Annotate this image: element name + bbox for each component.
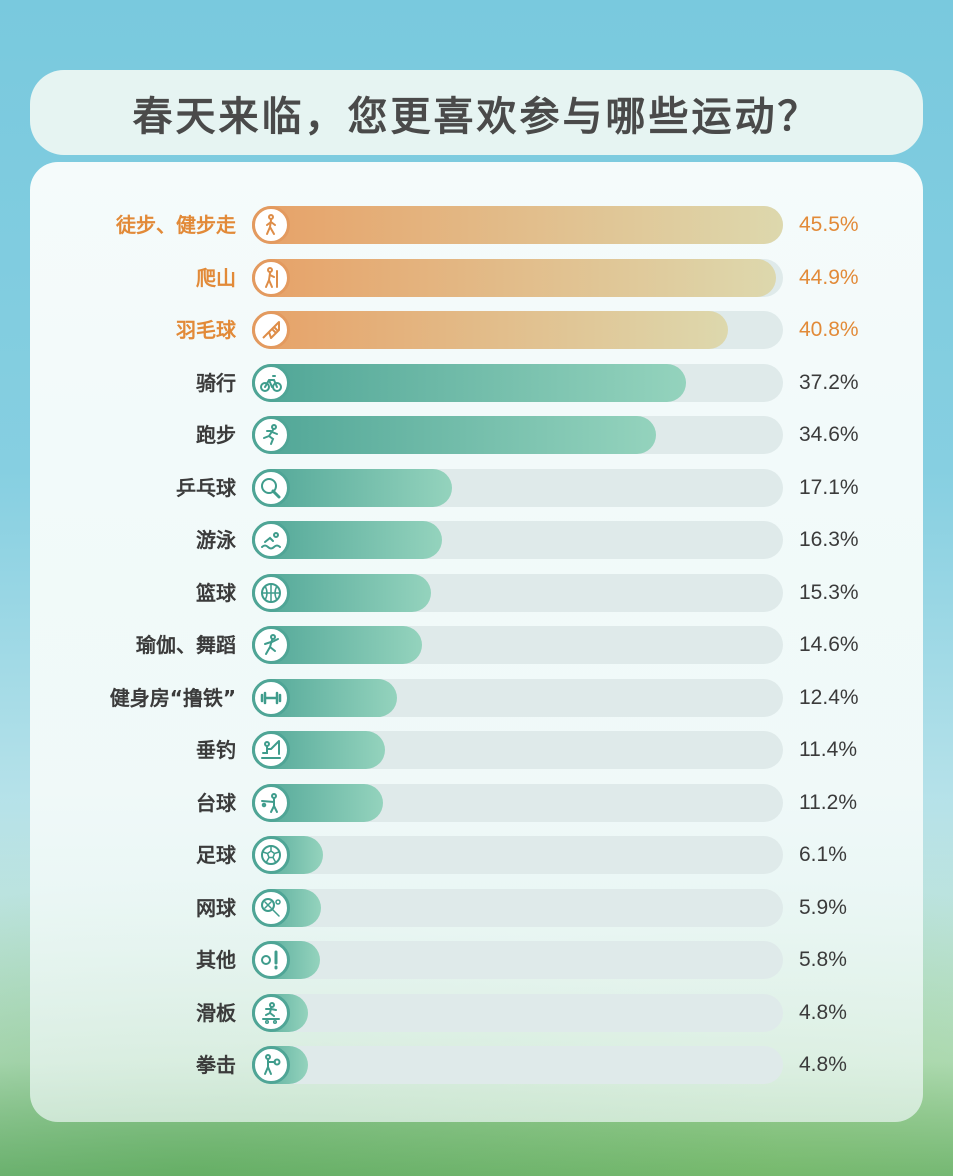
bar-category-label: 骑行 bbox=[196, 370, 236, 395]
bar-category-label: 篮球 bbox=[196, 580, 236, 605]
bar-track bbox=[252, 468, 783, 507]
bar-value-label: 40.8% bbox=[799, 318, 859, 341]
bar-track bbox=[252, 1046, 783, 1084]
bar-track bbox=[252, 888, 783, 927]
bar-track bbox=[252, 311, 783, 349]
bar-track bbox=[252, 206, 783, 244]
bar-value-label: 5.8% bbox=[799, 948, 847, 971]
bar-value-label: 16.3% bbox=[799, 528, 859, 551]
bar-track bbox=[252, 258, 783, 297]
bar-row: 网球 5.9% bbox=[0, 888, 953, 928]
bar-row: 滑板 4.8% bbox=[0, 993, 953, 1033]
bar-track bbox=[252, 626, 783, 664]
bar-row: 拳击 4.8% bbox=[0, 1045, 953, 1085]
bar-category-label: 乒乓球 bbox=[176, 475, 236, 500]
bar-row: 乒乓球 17.1% bbox=[0, 468, 953, 508]
chart-title: 春天来临，您更喜欢参与哪些运动？ bbox=[132, 93, 821, 140]
bar-row: 篮球 15.3% bbox=[0, 573, 953, 613]
bar-value-label: 17.1% bbox=[799, 475, 859, 499]
hiking-icon bbox=[252, 258, 290, 297]
fishing-icon bbox=[252, 731, 290, 769]
bar-category-label: 健身房“撸铁” bbox=[109, 685, 236, 710]
bar-row: 健身房“撸铁” 12.4% bbox=[0, 678, 953, 718]
dumbbell-icon bbox=[252, 678, 290, 717]
bar-value-label: 4.8% bbox=[799, 1000, 847, 1024]
title-banner: 春天来临，您更喜欢参与哪些运动？ bbox=[30, 70, 923, 155]
bar-category-label: 游泳 bbox=[196, 528, 236, 552]
bar-category-label: 滑板 bbox=[196, 1000, 236, 1025]
bar-row: 其他 5.8% bbox=[0, 940, 953, 980]
bar-row: 骑行 37.2% bbox=[0, 363, 953, 403]
bar-row: 游泳 16.3% bbox=[0, 520, 953, 560]
dance-icon bbox=[252, 626, 290, 664]
bar-row: 徒步、健步走 45.5% bbox=[0, 205, 953, 245]
bar bbox=[252, 363, 687, 402]
bar-row: 台球 11.2% bbox=[0, 783, 953, 823]
bar bbox=[252, 416, 656, 454]
bar-track bbox=[252, 416, 783, 454]
bar-value-label: 5.9% bbox=[799, 895, 847, 919]
bar-value-label: 12.4% bbox=[799, 685, 859, 709]
bar-track bbox=[252, 941, 783, 979]
bar-row: 爬山 44.9% bbox=[0, 258, 953, 298]
bar-track bbox=[252, 731, 783, 769]
basketball-icon bbox=[252, 573, 290, 612]
boxing-icon bbox=[252, 1046, 290, 1084]
walking-icon bbox=[252, 206, 290, 244]
bar-category-label: 拳击 bbox=[196, 1053, 236, 1077]
cycling-icon bbox=[252, 363, 290, 402]
bar bbox=[252, 206, 783, 244]
bar-category-label: 跑步 bbox=[196, 423, 236, 447]
bar-track bbox=[252, 783, 783, 822]
swimming-icon bbox=[252, 521, 290, 559]
bar bbox=[252, 258, 776, 297]
bar-row: 羽毛球 40.8% bbox=[0, 310, 953, 350]
bar-row: 跑步 34.6% bbox=[0, 415, 953, 455]
bar-category-label: 徒步、健步走 bbox=[116, 213, 236, 237]
running-icon bbox=[252, 416, 290, 454]
bar-category-label: 瑜伽、舞蹈 bbox=[136, 633, 236, 657]
bar-value-label: 44.9% bbox=[799, 265, 859, 289]
bar-value-label: 11.2% bbox=[799, 790, 857, 814]
ping-pong-icon bbox=[252, 468, 290, 507]
bar-category-label: 羽毛球 bbox=[176, 318, 236, 342]
bar-value-label: 34.6% bbox=[799, 423, 859, 446]
bar-category-label: 台球 bbox=[196, 790, 236, 815]
bar-track bbox=[252, 993, 783, 1032]
bar-value-label: 45.5% bbox=[799, 213, 859, 236]
bar-category-label: 爬山 bbox=[196, 265, 236, 290]
bar-category-label: 其他 bbox=[196, 948, 236, 972]
soccer-icon bbox=[252, 836, 290, 874]
bar-track bbox=[252, 573, 783, 612]
tennis-icon bbox=[252, 888, 290, 927]
other-sports-icon bbox=[252, 941, 290, 979]
bar-track bbox=[252, 678, 783, 717]
bar-value-label: 11.4% bbox=[799, 738, 857, 761]
bar-value-label: 15.3% bbox=[799, 580, 859, 604]
bar-category-label: 足球 bbox=[196, 843, 236, 867]
bar-value-label: 37.2% bbox=[799, 370, 859, 394]
bar-track bbox=[252, 363, 783, 402]
bar-track bbox=[252, 521, 783, 559]
bar-value-label: 4.8% bbox=[799, 1053, 847, 1076]
skateboard-icon bbox=[252, 993, 290, 1032]
bar-track bbox=[252, 836, 783, 874]
bar-category-label: 垂钓 bbox=[196, 738, 236, 762]
billiards-icon bbox=[252, 783, 290, 822]
bar bbox=[252, 311, 729, 349]
bar-row: 垂钓 11.4% bbox=[0, 730, 953, 770]
bar-value-label: 6.1% bbox=[799, 843, 847, 866]
bar-category-label: 网球 bbox=[196, 895, 236, 920]
bar-row: 瑜伽、舞蹈 14.6% bbox=[0, 625, 953, 665]
badminton-icon bbox=[252, 311, 290, 349]
bar-value-label: 14.6% bbox=[799, 633, 859, 656]
bar-row: 足球 6.1% bbox=[0, 835, 953, 875]
